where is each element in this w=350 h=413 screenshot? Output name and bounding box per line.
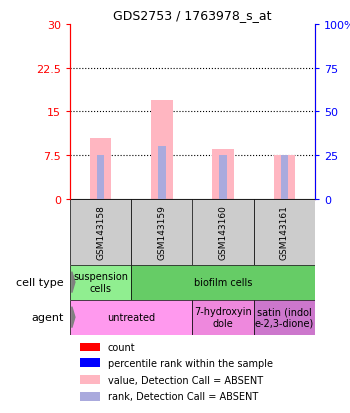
Text: agent: agent xyxy=(32,312,64,323)
Polygon shape xyxy=(72,307,75,328)
Text: GSM143160: GSM143160 xyxy=(219,205,228,260)
Bar xyxy=(158,147,166,199)
Bar xyxy=(80,358,100,367)
Text: GSM143159: GSM143159 xyxy=(158,205,166,260)
Bar xyxy=(254,199,315,265)
Bar xyxy=(97,156,104,199)
Bar xyxy=(281,156,288,199)
Bar xyxy=(131,265,315,300)
Bar xyxy=(212,150,234,199)
Bar xyxy=(70,300,192,335)
Text: cell type: cell type xyxy=(16,278,64,287)
Title: GDS2753 / 1763978_s_at: GDS2753 / 1763978_s_at xyxy=(113,9,272,22)
Bar xyxy=(80,392,100,401)
Bar xyxy=(131,199,192,265)
Text: rank, Detection Call = ABSENT: rank, Detection Call = ABSENT xyxy=(108,392,258,401)
Bar xyxy=(254,300,315,335)
Bar xyxy=(80,343,100,351)
Text: count: count xyxy=(108,342,135,352)
Polygon shape xyxy=(72,272,75,293)
Text: value, Detection Call = ABSENT: value, Detection Call = ABSENT xyxy=(108,375,263,385)
Bar xyxy=(193,300,254,335)
Bar xyxy=(274,156,295,199)
Text: 7-hydroxyin
dole: 7-hydroxyin dole xyxy=(194,306,252,328)
Bar xyxy=(193,199,254,265)
Text: suspension
cells: suspension cells xyxy=(73,272,128,293)
Text: biofilm cells: biofilm cells xyxy=(194,278,252,287)
Bar xyxy=(80,375,100,384)
Bar xyxy=(70,265,131,300)
Text: percentile rank within the sample: percentile rank within the sample xyxy=(108,358,273,368)
Bar xyxy=(90,138,111,199)
Bar xyxy=(151,100,173,199)
Bar xyxy=(70,199,131,265)
Text: untreated: untreated xyxy=(107,312,155,323)
Text: GSM143158: GSM143158 xyxy=(96,205,105,260)
Bar xyxy=(219,156,227,199)
Text: GSM143161: GSM143161 xyxy=(280,205,289,260)
Text: satin (indol
e-2,3-dione): satin (indol e-2,3-dione) xyxy=(255,306,314,328)
